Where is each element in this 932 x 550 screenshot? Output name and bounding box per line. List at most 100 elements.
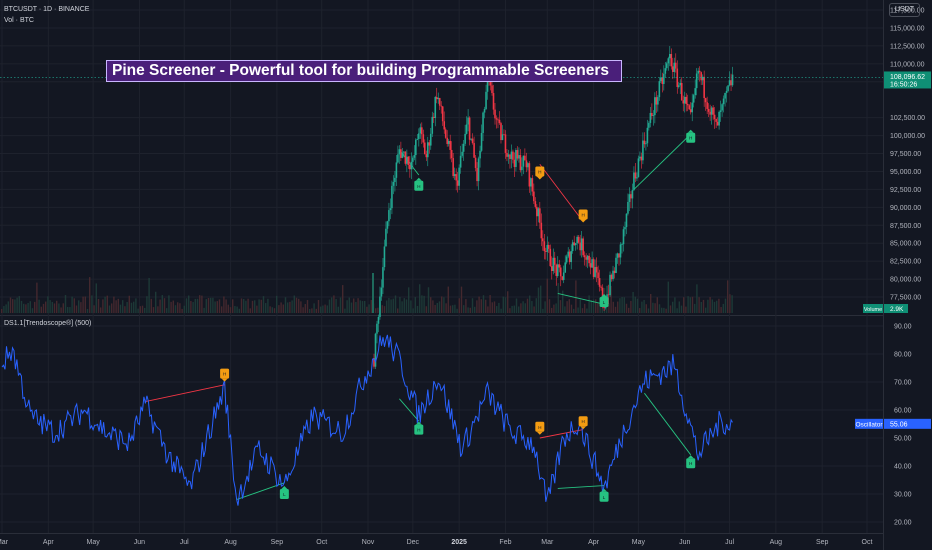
candle-body — [549, 248, 552, 267]
volume-bar — [223, 296, 225, 313]
volume-bars — [1, 273, 733, 313]
volume-bar — [73, 298, 75, 313]
marker-pointer — [221, 378, 228, 382]
candle — [531, 175, 534, 197]
candle-body — [680, 82, 683, 101]
volume-bar — [89, 277, 91, 313]
volume-bar — [524, 303, 526, 313]
candle-body — [501, 134, 504, 141]
candle — [706, 96, 708, 114]
candle — [595, 257, 598, 283]
candle — [389, 198, 392, 220]
candle — [428, 139, 431, 154]
candle — [668, 46, 671, 67]
candle — [670, 48, 673, 70]
candle — [415, 138, 417, 165]
candle — [652, 110, 655, 126]
candle — [639, 151, 641, 162]
volume-bar — [137, 308, 139, 313]
symbol-title[interactable]: BTCUSDT · 1D · BINANCE — [4, 6, 90, 13]
candle — [683, 91, 686, 113]
price-tick-label: 85,000.00 — [890, 241, 921, 248]
volume-bar — [513, 305, 515, 313]
candle-body — [415, 139, 417, 156]
volume-bar — [218, 299, 221, 313]
candle-body — [654, 97, 656, 116]
candle-body — [597, 272, 599, 279]
candle — [625, 213, 628, 235]
volume-bar — [27, 303, 29, 313]
candle — [482, 111, 484, 141]
volume-bar — [344, 308, 346, 313]
volume-bar — [368, 304, 370, 313]
volume-bar — [273, 308, 276, 313]
candle — [376, 320, 378, 344]
candle-body — [559, 267, 562, 277]
countdown-label: 16:50:26 — [890, 81, 917, 88]
volume-bar — [150, 298, 152, 313]
volume-bar — [146, 296, 148, 313]
candle — [492, 84, 495, 115]
candle-body — [458, 167, 460, 186]
candle-body — [462, 143, 465, 152]
candle-body — [447, 140, 450, 144]
volume-bar — [243, 298, 245, 313]
candle-body — [385, 228, 387, 247]
volume-bar — [698, 297, 700, 313]
candle — [574, 242, 577, 251]
candle-body — [586, 255, 589, 260]
candle — [686, 94, 689, 112]
candle-body — [539, 208, 541, 223]
volume-bar — [408, 287, 410, 313]
candle — [677, 82, 680, 89]
osc-tick-label: 70.00 — [894, 380, 912, 387]
volume-bar — [269, 306, 271, 313]
volume-bar — [383, 306, 386, 313]
candle — [721, 103, 723, 117]
volume-bar — [115, 300, 117, 313]
candle-body — [660, 77, 662, 82]
candle — [691, 93, 694, 122]
volume-bar — [414, 297, 416, 313]
candle-body — [441, 106, 444, 122]
volume-bar — [251, 300, 254, 313]
candle-body — [612, 270, 614, 280]
volume-bar — [597, 302, 599, 313]
volume-bar — [696, 284, 698, 313]
candle-body — [567, 251, 570, 257]
bullish-divergence-marker: L — [279, 486, 289, 499]
candle — [474, 155, 477, 172]
bullish-divergence-marker: L — [599, 488, 609, 502]
volume-bar — [335, 299, 337, 313]
volume-bar — [163, 298, 166, 313]
candle-body — [553, 257, 556, 265]
marker-badge — [578, 209, 588, 220]
candle — [637, 155, 640, 178]
volume-bar — [672, 301, 674, 313]
candle-body — [622, 229, 625, 245]
volume-bar — [126, 302, 128, 313]
candle-body — [658, 81, 661, 98]
candle-body — [500, 123, 502, 141]
candle — [380, 279, 383, 301]
volume-bar — [97, 299, 100, 313]
candle — [558, 259, 561, 273]
volume-legend[interactable]: Vol · BTC — [4, 17, 34, 24]
candle — [401, 148, 404, 159]
oscillator-title[interactable]: DS1.1[Trendoscope®] (500) — [4, 320, 92, 327]
candle — [663, 65, 665, 91]
candle-body — [691, 102, 694, 113]
candle — [562, 265, 565, 284]
volume-value-badge — [884, 304, 908, 313]
volume-bar — [518, 306, 520, 313]
candle-body — [524, 155, 526, 161]
candle-body — [628, 194, 631, 202]
volume-bar — [31, 308, 34, 313]
currency-button[interactable]: USDT — [889, 3, 920, 17]
candle — [594, 259, 596, 279]
volume-bar — [80, 302, 82, 313]
candle-body — [471, 138, 474, 144]
candle-body — [485, 91, 487, 110]
volume-bar — [581, 308, 584, 313]
